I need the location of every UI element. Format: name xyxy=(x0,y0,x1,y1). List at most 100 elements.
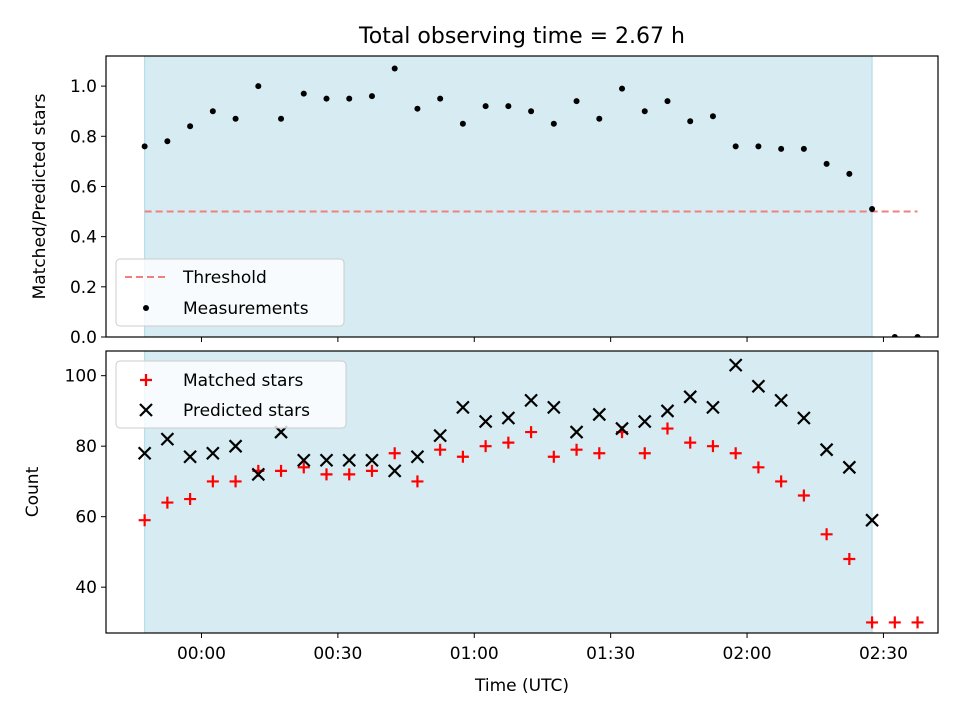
data-point xyxy=(414,105,421,112)
data-point xyxy=(729,447,742,460)
data-point xyxy=(255,83,262,90)
legend-matched-swatch xyxy=(140,374,152,386)
data-point xyxy=(615,421,629,436)
y-tick-label: 0.6 xyxy=(70,177,97,197)
data-point xyxy=(456,450,469,463)
y-axis-label: Count xyxy=(23,466,43,517)
data-point xyxy=(573,98,580,105)
data-point xyxy=(619,85,626,92)
plot-area xyxy=(137,358,924,629)
data-point xyxy=(478,414,493,429)
legend-measurements-label: Measurements xyxy=(183,299,309,319)
data-point xyxy=(391,65,398,72)
data-point xyxy=(683,390,697,404)
legend-predicted-swatch xyxy=(139,403,153,417)
data-point xyxy=(752,461,765,474)
data-point xyxy=(846,170,853,177)
data-point xyxy=(206,475,219,488)
data-point xyxy=(550,120,557,127)
data-point xyxy=(160,432,175,446)
legend-threshold-label: Threshold xyxy=(182,268,267,288)
data-point xyxy=(706,400,720,415)
legend-measurements-swatch xyxy=(143,305,149,311)
data-point xyxy=(228,439,243,453)
x-tick-label: 02:00 xyxy=(723,644,772,664)
data-point xyxy=(751,379,766,394)
series-predicted-stars xyxy=(137,358,879,527)
y-axis-label: Matched/Predicted stars xyxy=(30,93,50,299)
x-axis-label: Time (UTC) xyxy=(474,676,569,696)
top-panel: 0.0 0.2 0.4 0.6 0.8 1.0 Matched/Predicted star… xyxy=(30,24,939,348)
data-point xyxy=(637,414,652,429)
data-point xyxy=(820,528,833,541)
data-point xyxy=(525,426,538,439)
data-point xyxy=(138,514,151,527)
data-point xyxy=(434,443,447,456)
data-point xyxy=(661,422,674,435)
legend-matched-label: Matched stars xyxy=(183,371,303,391)
data-point xyxy=(866,616,879,629)
series-matched-stars xyxy=(138,422,924,629)
data-point xyxy=(524,393,538,408)
bottom-panel: 40 60 80 100 00:00 00:30 01:00 01:30 02:00 02:30 C… xyxy=(23,350,939,696)
data-point xyxy=(141,143,148,150)
y-tick-label: 100 xyxy=(65,367,97,387)
x-tick-label: 00:30 xyxy=(313,644,362,664)
y-tick-label: 0.4 xyxy=(70,228,97,248)
series-measurements xyxy=(141,65,921,337)
data-point xyxy=(843,552,856,565)
data-point xyxy=(411,475,424,488)
data-point xyxy=(184,493,197,506)
data-point xyxy=(456,400,470,415)
y-tick-label: 40 xyxy=(75,578,97,598)
y-tick-label: 0.2 xyxy=(70,278,97,298)
legend: Matched stars Predicted stars xyxy=(115,360,347,429)
data-point xyxy=(593,447,606,460)
data-point xyxy=(911,616,924,629)
data-point xyxy=(819,442,834,457)
data-point xyxy=(641,108,648,115)
legend-predicted-label: Predicted stars xyxy=(183,401,310,421)
data-point xyxy=(388,447,401,460)
y-tick-label: 0.0 xyxy=(70,328,97,348)
data-point xyxy=(728,358,743,372)
data-point xyxy=(187,123,194,130)
data-point xyxy=(865,513,879,527)
data-point xyxy=(365,464,378,477)
axes-frame xyxy=(105,55,939,338)
y-tick-label: 0.8 xyxy=(70,127,97,147)
data-point xyxy=(774,393,788,408)
y-tick-label: 80 xyxy=(75,437,97,457)
data-point xyxy=(660,404,675,418)
data-point xyxy=(888,616,901,629)
legend-box xyxy=(115,258,345,327)
plot-area xyxy=(141,65,921,337)
data-point xyxy=(346,95,353,102)
data-point xyxy=(433,428,447,443)
data-point xyxy=(797,489,810,502)
data-point xyxy=(410,449,425,464)
data-point xyxy=(206,446,220,461)
data-point xyxy=(296,453,311,468)
data-point xyxy=(164,138,171,145)
data-point xyxy=(592,407,607,422)
data-point xyxy=(368,93,375,100)
data-point xyxy=(183,449,197,464)
y-tick-label: 60 xyxy=(75,508,97,528)
data-point xyxy=(684,436,697,449)
x-tick-label: 00:00 xyxy=(177,644,226,664)
data-point xyxy=(323,95,330,102)
data-point xyxy=(387,464,402,478)
data-point xyxy=(547,400,561,415)
data-point xyxy=(569,425,584,439)
data-point xyxy=(505,103,512,110)
data-point xyxy=(687,118,694,125)
legend: Threshold Measurements xyxy=(115,258,345,327)
chart-title: Total observing time = 2.67 h xyxy=(358,24,685,49)
data-point xyxy=(502,436,515,449)
data-point xyxy=(570,443,583,456)
data-point xyxy=(343,468,356,481)
data-point xyxy=(232,115,239,122)
data-point xyxy=(275,464,288,477)
data-point xyxy=(161,496,174,509)
